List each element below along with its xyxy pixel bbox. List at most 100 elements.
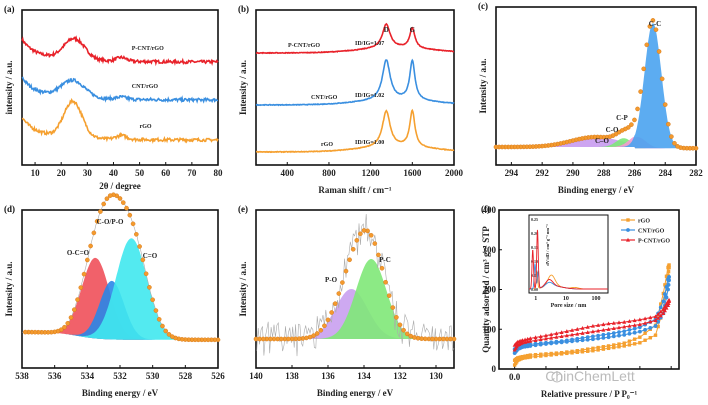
inset-x-axis-label: Pore size / nm [551,303,587,309]
data-point-circle [664,284,669,289]
data-point-triangle [549,332,554,337]
fit-envelope-point [314,331,320,336]
y-tick-label: 0 [492,364,497,374]
x-axis-label: Binding energy / eV [558,185,635,195]
x-tick-label: 530 [146,371,160,381]
fit-envelope-point [62,324,67,330]
panel-e: (e) Binding energy / eV Intensity / a.u. 14… [238,204,457,398]
data-point-triangle [627,323,632,328]
data-point-circle [591,337,595,342]
data-point-triangle [643,316,648,321]
fit-envelope-point [662,102,668,107]
x-tick-label: 138 [285,371,299,381]
data-point-circle [653,324,658,328]
data-point-triangle [626,237,630,242]
data-point-circle [606,335,611,340]
fit-envelope-point [340,280,345,285]
fit-envelope-point [653,27,659,32]
data-point-square [596,345,600,350]
data-point-square [585,349,590,353]
series-label: P-CNT/rGO [288,43,320,49]
x-tick-label: 2000 [445,168,464,178]
fit-envelope-point [156,317,162,322]
plot-frame [255,209,455,369]
fit-envelope-point [117,196,123,201]
fit-envelope-point [78,285,84,290]
fit-envelope-point [354,238,360,243]
data-point-square [549,351,553,356]
fit-envelope-point [383,279,388,285]
fit-envelope-point [358,231,363,237]
fit-envelope-point [650,18,656,23]
x-tick-label: 800 [322,168,336,178]
data-point-triangle [533,338,538,342]
data-point-circle [637,329,642,334]
fit-envelope-point [672,140,677,146]
data-point-square [533,352,538,357]
data-point-square [648,336,653,340]
fit-envelope-point [75,297,80,302]
data-point-circle [596,333,601,338]
data-point-circle [643,327,647,332]
fit-envelope-point [130,221,136,227]
fit-envelope-point [390,305,396,310]
data-point-circle [656,319,661,324]
data-point-square [606,346,611,351]
fit-envelope-point [88,243,93,249]
data-point-circle [617,333,621,338]
fit-envelope-point [632,117,637,123]
component-peak [40,257,151,340]
series-label: rGO [321,142,333,148]
x-tick-label: 532 [113,371,127,381]
data-point-circle [622,329,627,334]
data-point-circle [617,330,621,335]
data-point-circle [549,340,554,345]
fit-envelope-point [150,297,155,303]
fit-envelope-point [147,285,152,290]
data-point-circle [580,336,585,340]
x-tick-label: 282 [689,168,703,178]
data-point-triangle [648,315,653,320]
fit-envelope-point [81,271,87,277]
data-point-circle [601,335,606,340]
panel-d: (d) Binding energy / eV Intensity / a.u. 53… [4,192,225,398]
data-point-triangle [658,313,663,318]
data-point-square [638,341,642,345]
data-point-square [565,350,569,354]
fit-envelope-point [675,144,680,149]
data-point-triangle [596,323,601,327]
data-point-triangle [622,324,627,329]
fit-envelope-point [332,301,338,306]
fit-envelope-point [153,308,159,313]
x-tick-label: 1200 [362,168,381,178]
data-point-triangle [653,318,658,323]
data-point-circle [544,340,548,345]
peak-label: D [384,26,389,34]
data-point-square [544,352,548,356]
data-point-square [539,352,543,356]
data-point-triangle [601,322,606,327]
data-point-triangle [575,327,580,331]
plot-frame [21,9,219,166]
data-point-triangle [528,338,533,343]
x-axis-label: Raman shift / cm⁻¹ [318,185,391,195]
x-tick-label: 10 [31,168,41,178]
fit-envelope-point [408,333,414,339]
panel-label: (f) [481,204,490,214]
series-label: rGO [140,124,152,130]
fit-envelope-point [65,321,71,326]
series-label: CNT/rGO [132,84,159,90]
fit-envelope-point [85,257,90,263]
data-point-square [523,354,527,358]
data-point-circle [632,326,637,331]
data-point-triangle [570,332,575,337]
data-point-triangle [606,321,611,326]
x-tick-label: 130 [429,371,443,381]
data-point-triangle [554,331,559,336]
data-point-circle [611,334,616,339]
data-point-circle [601,332,606,337]
data-point-square [638,335,642,339]
x-tick-label: 20 [57,168,67,178]
fit-envelope-point [318,327,324,333]
